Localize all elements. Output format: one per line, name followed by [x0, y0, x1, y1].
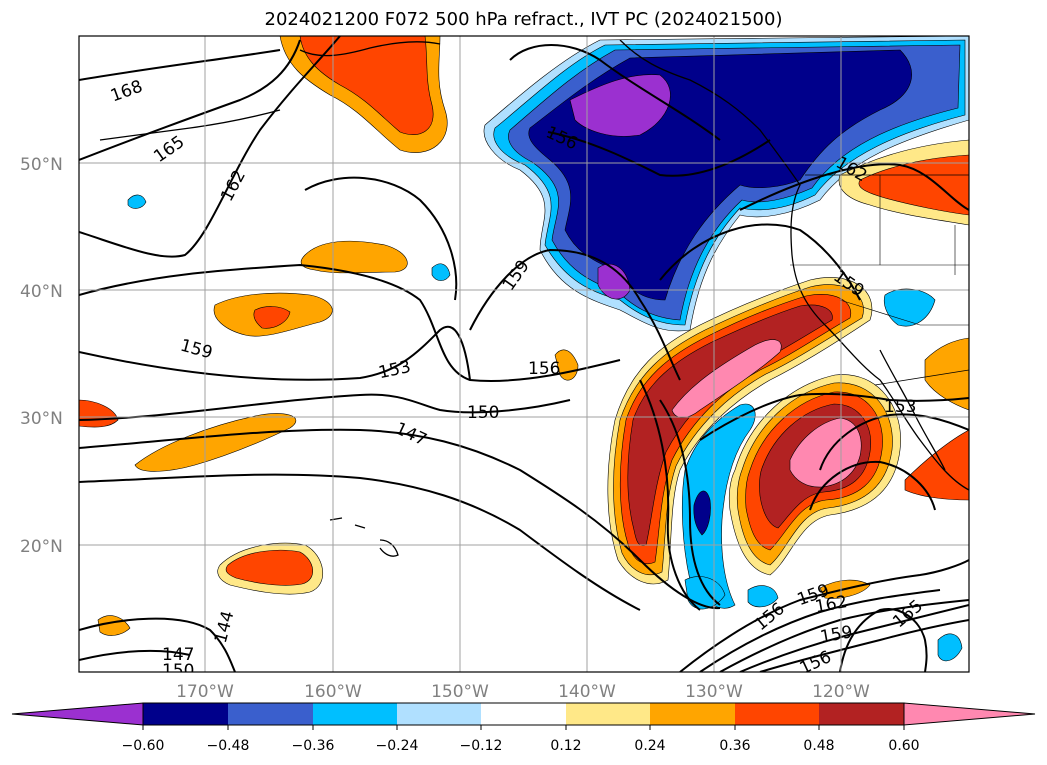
contour-156-north [509, 44, 721, 141]
colorbar-swatch-royal [228, 703, 313, 725]
colorbar-frame [142, 702, 905, 726]
coastline-hawaii [329, 517, 399, 557]
colorbar-tick-label: 0.48 [803, 738, 834, 754]
coastline-aleutians [99, 109, 281, 141]
contour-162-east [739, 163, 969, 211]
colorbar-tick-label: 0.24 [634, 738, 665, 754]
map-frame [78, 35, 970, 673]
map-title: 2024021200 F072 500 hPa refract., IVT PC… [264, 9, 783, 30]
contour-sw-150 [79, 649, 191, 661]
colorbar-swatch-sky [313, 703, 397, 725]
colorbar-tick-label: 0.60 [888, 738, 919, 754]
colorbar-tick-label: −0.60 [122, 738, 165, 754]
lat-label-50n: 50°N [20, 155, 63, 175]
positive-patch-mid-pacific-north [300, 240, 408, 274]
contour-trough-2 [639, 379, 701, 611]
border-us-mexico [874, 369, 969, 386]
contour-sw-147 [79, 617, 236, 672]
contour-153 [79, 325, 471, 381]
contour-label: 147 [162, 645, 194, 665]
colorbar-swatch-navy [143, 703, 228, 725]
state-borders [790, 175, 969, 326]
colorbar-tick-label: −0.12 [460, 738, 503, 754]
contour-south-156 [679, 559, 969, 672]
colorbar-tick-label: 0.12 [550, 738, 581, 754]
lon-label-170w: 170°W [176, 682, 234, 702]
contour-159-mid [469, 248, 681, 381]
lon-label-160w: 160°W [304, 682, 362, 702]
lat-label-30n: 30°N [20, 409, 63, 429]
negative-patch-east [883, 288, 936, 327]
anomaly-fill-layer [79, 36, 969, 662]
coastline-layer [99, 39, 969, 557]
lon-label-130w: 130°W [685, 682, 743, 702]
colorbar-tick-label: −0.36 [292, 738, 335, 754]
contour-147 [79, 428, 721, 610]
contour-east-loop [809, 460, 936, 511]
positive-blob-edge-south [904, 429, 969, 501]
contour-156-loop [547, 131, 771, 177]
contour-153-east [699, 392, 969, 441]
colorbar: −0.60 −0.48 −0.36 −0.24 −0.12 0.12 0.24 … [11, 702, 1036, 754]
negative-patch-south-corner [937, 633, 963, 662]
negative-patch-mid [431, 263, 451, 281]
colorbar-tick-label: −0.24 [376, 738, 419, 754]
positive-plume-pink [671, 339, 782, 418]
negative-filament-sky [681, 403, 756, 609]
colorbar-swatch-lightblue [397, 703, 481, 725]
contour-south-162 [719, 599, 969, 672]
contour-159-loop [304, 176, 458, 301]
colorbar-swatch-orange [650, 703, 735, 725]
negative-patch-south [747, 585, 779, 608]
contour-south-extra [759, 619, 969, 672]
contour-162 [79, 36, 341, 258]
contour-label: 153 [884, 397, 916, 417]
coastline-alaska-peninsula [299, 41, 441, 57]
lon-label-150w: 150°W [431, 682, 489, 702]
colorbar-tick-labels: −0.60 −0.48 −0.36 −0.24 −0.12 0.12 0.24 … [122, 738, 920, 754]
contour-168 [79, 49, 281, 81]
contour-150 [79, 393, 571, 421]
positive-blob-edge-mid [924, 337, 969, 411]
contour-label: 156 [528, 359, 560, 379]
longitude-labels: 170°W 160°W 150°W 140°W 130°W 120°W [176, 682, 870, 702]
colorbar-swatch-lightyellow [566, 703, 650, 725]
height-contour-layer [79, 36, 969, 672]
positive-patch-west-pacific-core [253, 306, 291, 329]
lon-label-120w: 120°W [812, 682, 870, 702]
contour-south-159 [699, 589, 941, 672]
latitude-labels: 50°N 40°N 30°N 20°N [20, 155, 63, 557]
contour-south-165 [739, 604, 969, 672]
contour-label: 150 [162, 661, 194, 681]
colorbar-extend-low [11, 702, 144, 726]
contour-144 [79, 473, 641, 611]
positive-patch-subtropical-band [134, 413, 297, 472]
contour-165 [79, 39, 301, 161]
contour-east-153 [819, 413, 969, 471]
negative-filament-navy [693, 490, 711, 536]
contour-159-west [79, 263, 621, 382]
colorbar-swatch-white [481, 703, 566, 725]
contour-south-loop [839, 608, 928, 672]
colorbar-tick-label: −0.48 [207, 738, 250, 754]
coastline-north-america [619, 39, 969, 491]
colorbar-ticks [142, 725, 905, 730]
lon-label-140w: 140°W [558, 682, 616, 702]
colorbar-extend-high [903, 702, 1036, 726]
contour-159-east [659, 223, 861, 301]
colorbar-swatch-darkred [819, 703, 904, 725]
colorbar-tick-label: 0.36 [719, 738, 750, 754]
lat-label-20n: 20°N [20, 537, 63, 557]
contour-label: 150 [467, 403, 499, 423]
positive-patch-south-pacific-core [225, 549, 313, 586]
graticule [79, 36, 969, 672]
negative-patch-west [127, 194, 147, 209]
contour-trough-1 [659, 399, 721, 606]
lat-label-40n: 40°N [20, 282, 63, 302]
colorbar-swatch-redorange [735, 703, 819, 725]
